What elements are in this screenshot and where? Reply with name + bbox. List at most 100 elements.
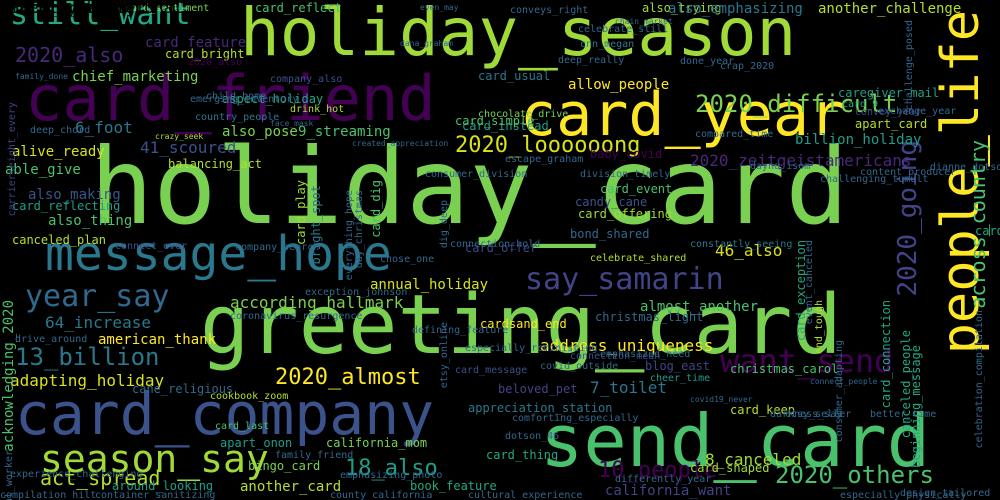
- word: card_bright: [165, 47, 245, 61]
- word: say_samarin: [525, 262, 724, 297]
- word: season_say: [40, 437, 269, 481]
- word: etsy_online: [439, 322, 450, 389]
- word: content_producer: [860, 167, 957, 178]
- word: annual_holiday: [370, 277, 489, 293]
- word: challenge_posed: [904, 20, 915, 111]
- word: experience_challenging: [10, 469, 143, 480]
- word: adapting_holiday: [10, 371, 165, 390]
- word: design_tailored: [900, 488, 991, 499]
- word: card_sentiment: [125, 3, 210, 14]
- word: card_connection: [879, 300, 893, 409]
- word: alive_ready: [12, 144, 105, 160]
- word: end_tough: [814, 300, 825, 355]
- word: card_dig: [369, 180, 383, 238]
- word: 13_billion: [15, 343, 160, 371]
- word: bingo_card: [248, 459, 321, 473]
- word: especially_reminiscing: [465, 343, 598, 354]
- word: dig_deep: [439, 200, 450, 249]
- word: cane_religious: [132, 382, 234, 396]
- word: challenging_tumult: [820, 174, 929, 185]
- word: cookbook_zoom: [210, 391, 289, 402]
- word: dayna_isom: [750, 161, 811, 172]
- word: day_christmas: [354, 190, 365, 269]
- word: chain_market: [615, 17, 673, 26]
- word: act_spread: [40, 466, 161, 490]
- word: card_year: [520, 80, 846, 150]
- word: 9_streaming: [298, 124, 391, 140]
- word: cnn_megan: [580, 39, 635, 50]
- word: 2020_also: [188, 57, 243, 68]
- word: caregiver_mail: [838, 86, 940, 100]
- word: comforting_especially: [512, 413, 639, 424]
- word: card_shaped: [690, 461, 770, 475]
- word: california_want: [605, 483, 732, 499]
- word: cheer_time: [650, 373, 711, 384]
- word: directly_bible: [0, 0, 135, 17]
- word: apart_card: [855, 117, 928, 131]
- word: card_play: [294, 180, 308, 246]
- word: division_timely: [580, 169, 671, 180]
- word: cultural_experience: [468, 490, 583, 500]
- word: 2020_zeitgeistamericans: [690, 151, 912, 170]
- word: balancing_act: [168, 157, 262, 171]
- word: want_send: [720, 342, 894, 380]
- word: card_reflecting: [12, 199, 121, 213]
- word: card_keep: [730, 403, 796, 417]
- word: connection_mean: [570, 351, 661, 362]
- word: card_reflect: [255, 1, 342, 15]
- word: another_challenge: [818, 1, 962, 17]
- word: crazy_seek: [155, 132, 204, 141]
- word: holiday_season: [240, 0, 797, 71]
- word: drink_hot: [290, 104, 345, 115]
- word: country_people: [195, 112, 280, 123]
- word: consumer_division: [425, 169, 528, 180]
- word: dotson_46: [505, 431, 560, 442]
- word: crap_2020: [720, 61, 775, 72]
- word: apart_onon: [220, 436, 293, 450]
- word: 64_increase: [45, 313, 151, 332]
- word: send_card: [540, 399, 931, 483]
- word: 41_scoured: [140, 138, 237, 157]
- word: blog_east: [645, 359, 711, 373]
- word: almost_another: [640, 299, 759, 315]
- word: child_home: [206, 91, 267, 102]
- word: card_9: [842, 99, 879, 110]
- word: card_feature: [145, 35, 247, 51]
- word: card_thing: [486, 448, 559, 462]
- word: allow_people: [568, 77, 670, 93]
- word: 10_people: [598, 458, 718, 483]
- word: celebration_compilation: [974, 310, 985, 449]
- word: baby_covid: [590, 147, 663, 161]
- word: consumer_adapting: [834, 340, 845, 443]
- word: chord_greeting: [0, 0, 135, 17]
- word: even_may: [420, 3, 459, 12]
- word: connect_people: [810, 377, 878, 386]
- word: emphasized_need: [600, 349, 691, 360]
- word: according_hallmark: [230, 293, 404, 312]
- word: 2020_also: [15, 43, 124, 67]
- word: county_california: [330, 490, 433, 500]
- word: etsy_seller: [785, 409, 852, 420]
- word: card_last: [215, 421, 270, 432]
- word: celebrate_shared: [590, 253, 687, 264]
- word: celebrate_still: [578, 24, 669, 35]
- word: dana_graham: [400, 39, 453, 48]
- word: connect_ever: [115, 241, 188, 252]
- word: california_mom: [326, 436, 428, 450]
- word: family_done: [15, 72, 68, 81]
- word: card_usual: [478, 69, 551, 83]
- word: 2020_almost: [275, 365, 421, 390]
- word: exchange_year: [878, 106, 957, 117]
- word: coronavirus_resurgence: [230, 311, 363, 322]
- word: still_want: [10, 0, 191, 32]
- word: christmas_light: [595, 310, 704, 324]
- word: another_card: [240, 479, 342, 495]
- word: chief_marketing: [72, 69, 199, 85]
- word: card_conveys: [975, 224, 1000, 238]
- word: holiday_card: [90, 126, 849, 248]
- word: year_say: [25, 279, 170, 314]
- word: card_company: [15, 380, 435, 448]
- word: defining_feature: [412, 325, 509, 336]
- word: 6_foot: [75, 118, 133, 137]
- word: candy_cane: [575, 195, 648, 209]
